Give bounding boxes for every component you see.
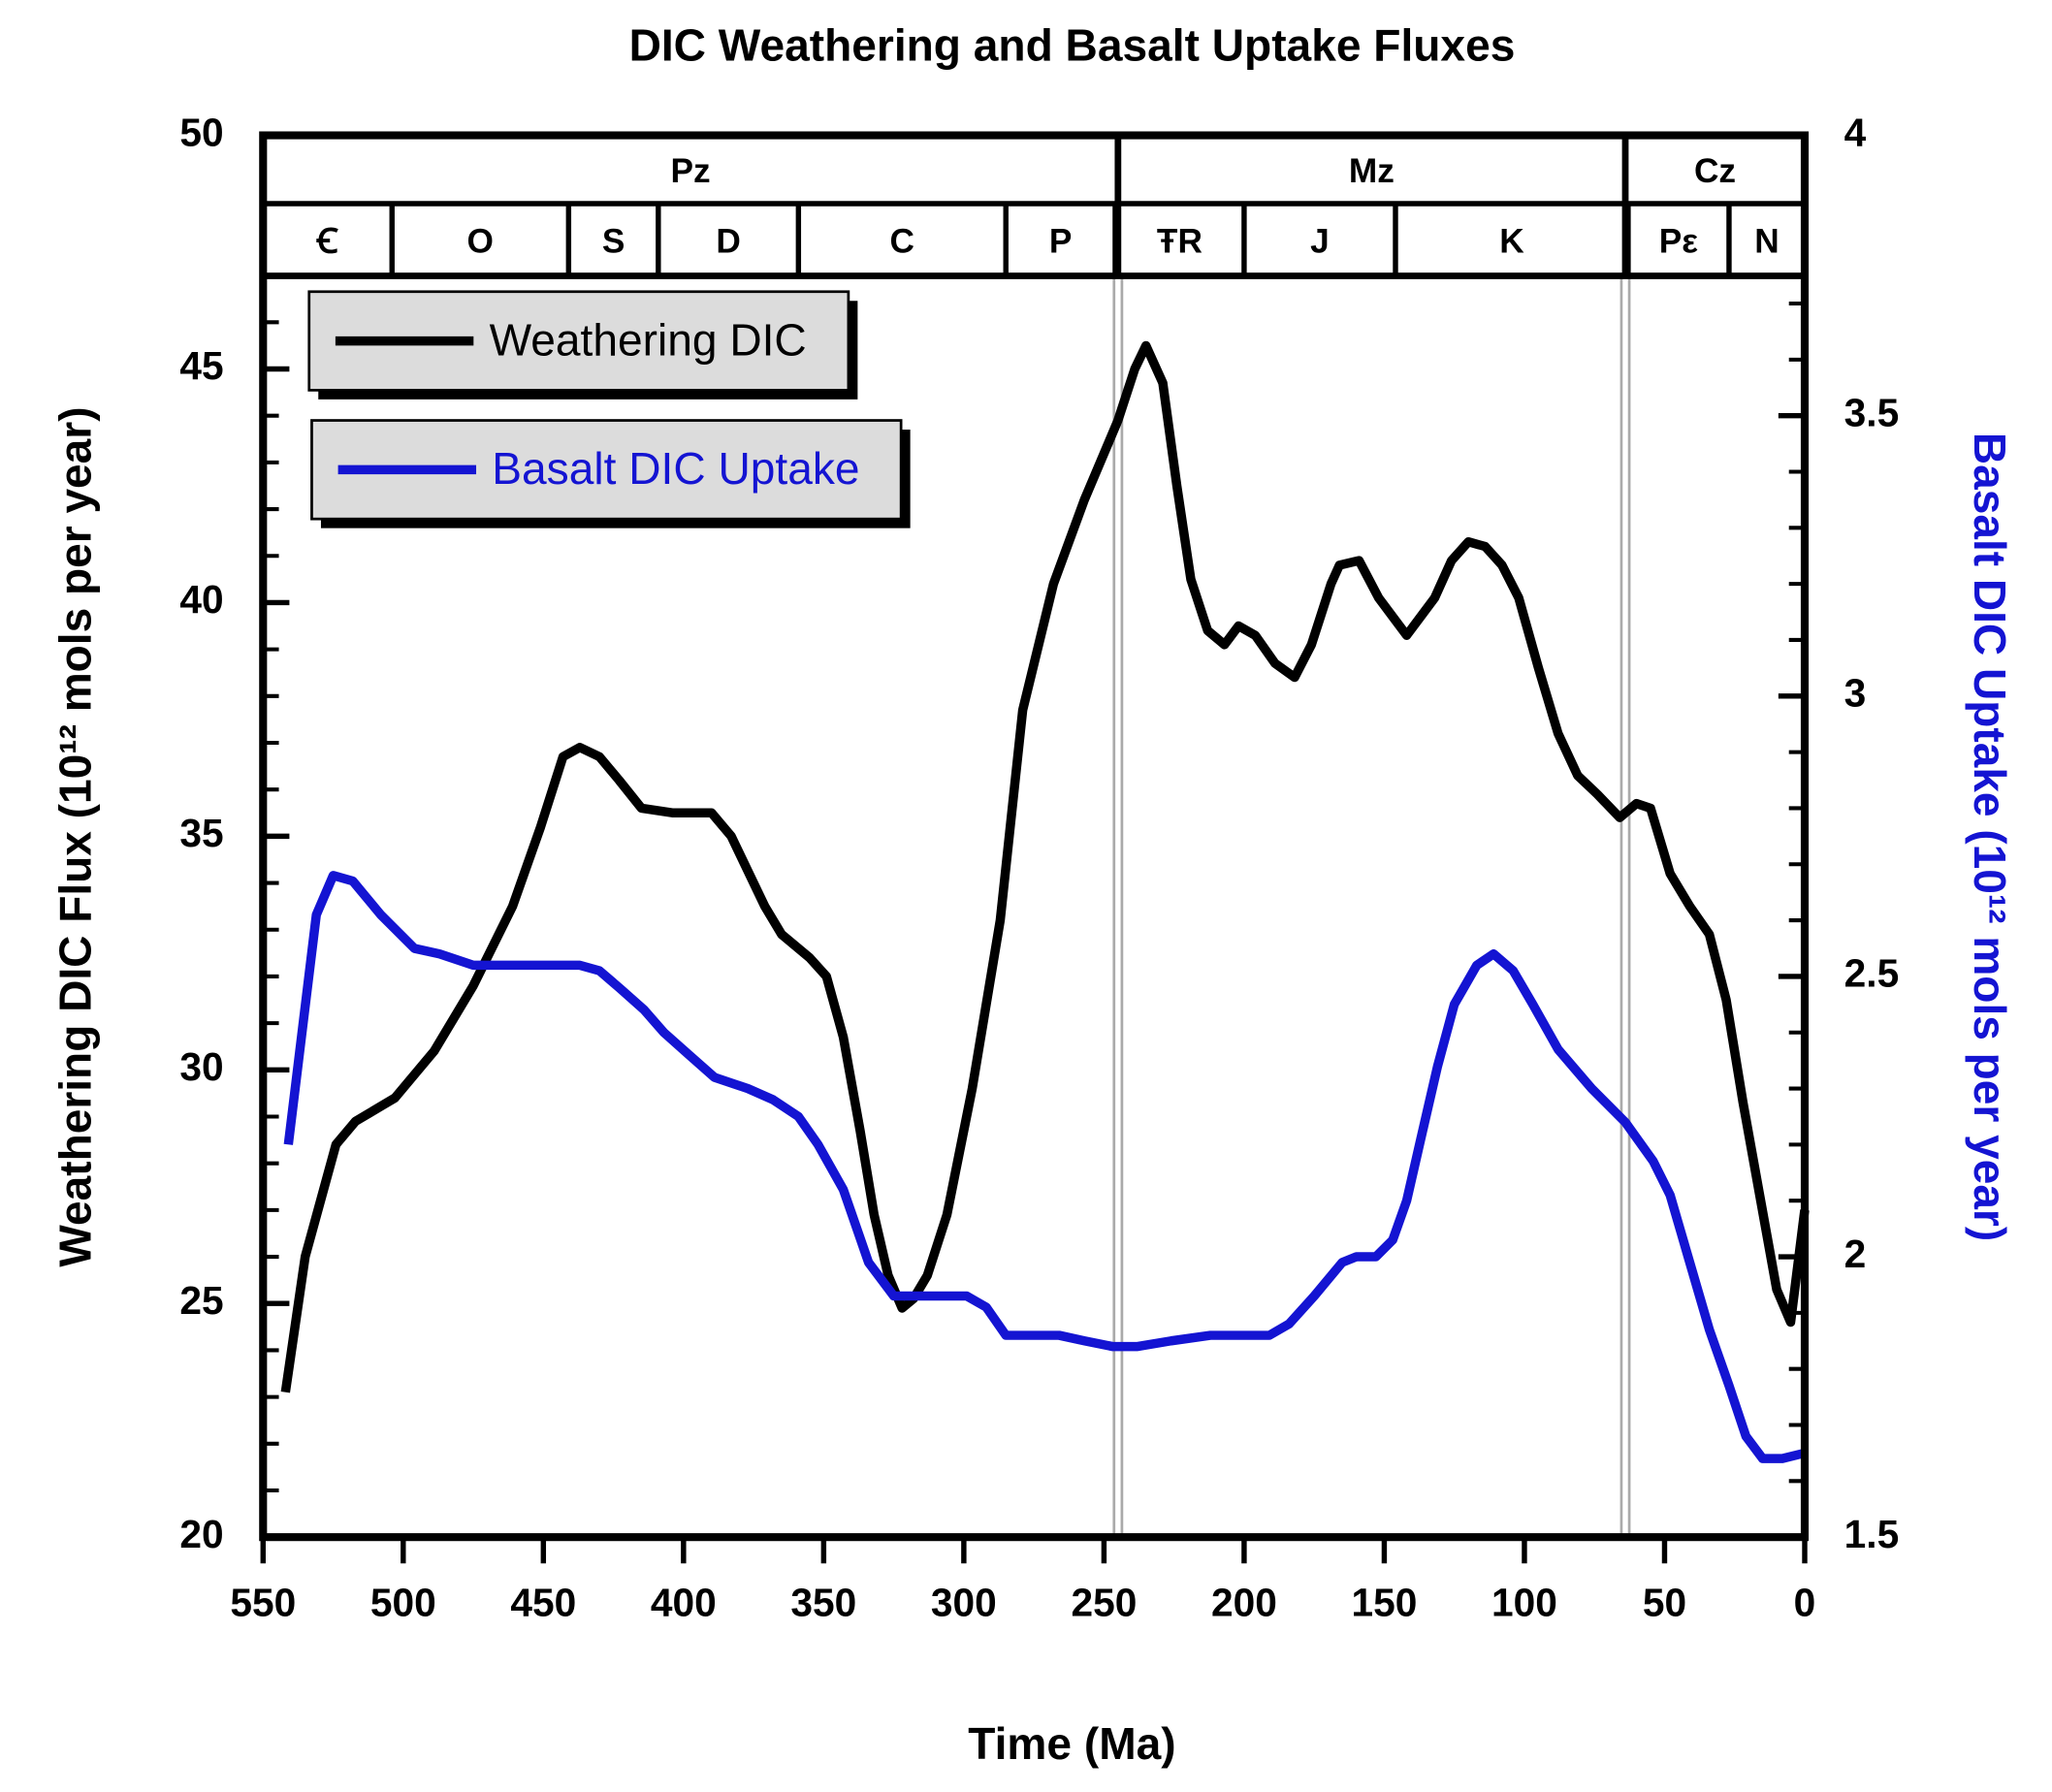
x-tick-label: 300 <box>931 1580 997 1624</box>
y2-tick-label: 3.5 <box>1844 390 1900 434</box>
period-label: ŦR <box>1157 223 1202 261</box>
legend-label: Weathering DIC <box>490 314 807 365</box>
y-tick-label: 30 <box>179 1044 223 1089</box>
period-label: O <box>467 223 494 261</box>
era-label: Pz <box>670 152 710 190</box>
x-axis-label: Time (Ma) <box>968 1718 1175 1769</box>
period-label: N <box>1754 223 1779 261</box>
period-label: Pε <box>1659 223 1699 261</box>
period-label: S <box>602 223 625 261</box>
y2-tick-label: 1.5 <box>1844 1512 1900 1556</box>
data-line <box>283 871 1807 1463</box>
y-tick-label: 45 <box>179 343 223 388</box>
y2-tick-label: 3 <box>1844 671 1867 716</box>
period-label: C <box>890 223 914 261</box>
x-tick-label: 150 <box>1351 1580 1417 1624</box>
legend-label: Basalt DIC Uptake <box>492 443 859 494</box>
x-tick-label: 400 <box>651 1580 717 1624</box>
legend: Weathering DIC Basalt DIC Uptake <box>307 290 911 528</box>
y-tick-label: 20 <box>179 1512 223 1556</box>
x-tick-label: 450 <box>510 1580 576 1624</box>
x-tick-label: 100 <box>1491 1580 1557 1624</box>
period-label: D <box>716 223 740 261</box>
y2-tick-label: 4 <box>1844 110 1867 154</box>
y-tick-label: 25 <box>179 1278 223 1323</box>
x-tick-label: 50 <box>1643 1580 1686 1624</box>
chart-title: DIC Weathering and Basalt Uptake Fluxes <box>629 19 1516 70</box>
era-label: Cz <box>1694 152 1736 190</box>
period-label: Ꞓ <box>316 223 338 261</box>
period-label: K <box>1499 223 1524 261</box>
data-line <box>280 340 1810 1393</box>
era-label: Mz <box>1349 152 1395 190</box>
y2-tick-label: 2 <box>1844 1232 1867 1276</box>
y-axis-label: Weathering DIC Flux (10¹² mols per year) <box>50 406 101 1266</box>
x-tick-label: 250 <box>1071 1580 1137 1624</box>
x-tick-label: 550 <box>230 1580 296 1624</box>
period-label: J <box>1310 223 1330 261</box>
y-tick-label: 35 <box>179 811 223 855</box>
x-tick-label: 200 <box>1211 1580 1277 1624</box>
x-tick-label: 500 <box>370 1580 436 1624</box>
y2-tick-label: 2.5 <box>1844 951 1900 996</box>
y-tick-label: 40 <box>179 577 223 622</box>
x-tick-label: 0 <box>1794 1580 1816 1624</box>
plot-area: Pz Mz CzꞒ O S D C P ŦR J K Pε N202530354045501.522.5… <box>179 110 1899 1624</box>
y2-axis-label: Basalt DIC Uptake (10¹² mols per year) <box>1965 432 2015 1241</box>
period-label: P <box>1049 223 1073 261</box>
y-tick-label: 50 <box>179 110 223 154</box>
x-tick-label: 350 <box>790 1580 856 1624</box>
